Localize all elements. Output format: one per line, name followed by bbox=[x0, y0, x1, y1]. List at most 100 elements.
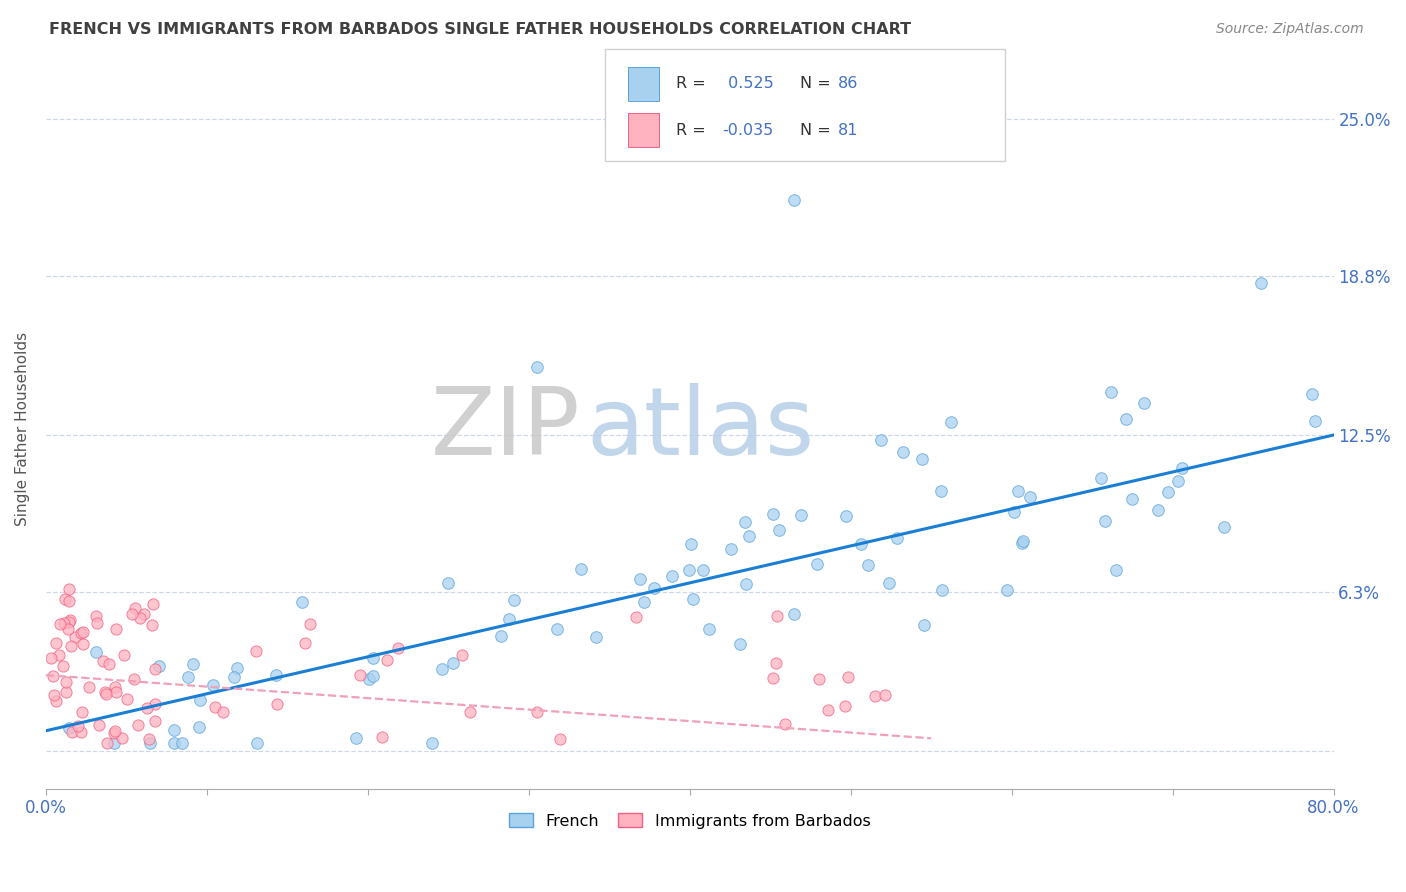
Text: 86: 86 bbox=[838, 77, 858, 91]
Point bbox=[51, 659, 73, 673]
Point bbox=[225, 661, 247, 675]
Point bbox=[349, 668, 371, 682]
Text: FRENCH VS IMMIGRANTS FROM BARBADOS SINGLE FATHER HOUSEHOLDS CORRELATION CHART: FRENCH VS IMMIGRANTS FROM BARBADOS SINGL… bbox=[49, 22, 911, 37]
Point bbox=[58, 582, 80, 596]
Point bbox=[96, 735, 118, 749]
Point bbox=[441, 656, 464, 670]
Point bbox=[1303, 414, 1326, 428]
Point bbox=[66, 719, 89, 733]
Point bbox=[55, 685, 77, 699]
Point bbox=[692, 563, 714, 577]
Point bbox=[765, 657, 787, 671]
Point bbox=[661, 569, 683, 583]
Point bbox=[546, 623, 568, 637]
Point bbox=[730, 636, 752, 650]
Legend: French, Immigrants from Barbados: French, Immigrants from Barbados bbox=[502, 807, 877, 835]
Point bbox=[264, 667, 287, 681]
Point bbox=[643, 581, 665, 595]
Point bbox=[773, 717, 796, 731]
Point bbox=[863, 689, 886, 703]
Point bbox=[245, 644, 267, 658]
Point bbox=[762, 507, 785, 521]
Point bbox=[569, 562, 592, 576]
Point bbox=[375, 653, 398, 667]
Point bbox=[294, 636, 316, 650]
Point bbox=[734, 515, 756, 529]
Text: -0.035: -0.035 bbox=[723, 123, 773, 137]
Point bbox=[387, 640, 409, 655]
Point bbox=[870, 433, 893, 447]
Point bbox=[834, 698, 856, 713]
Point bbox=[163, 736, 186, 750]
Point bbox=[768, 524, 790, 538]
Point bbox=[94, 687, 117, 701]
Point bbox=[679, 537, 702, 551]
Point bbox=[1011, 535, 1033, 549]
Point bbox=[132, 607, 155, 621]
Point bbox=[458, 705, 481, 719]
Point bbox=[129, 610, 152, 624]
Point bbox=[762, 671, 785, 685]
Point bbox=[86, 645, 108, 659]
Text: N =: N = bbox=[800, 123, 837, 137]
Point bbox=[837, 670, 859, 684]
Point bbox=[93, 655, 115, 669]
Point bbox=[112, 648, 135, 663]
Point bbox=[103, 736, 125, 750]
Point bbox=[1090, 471, 1112, 485]
Point bbox=[1099, 385, 1122, 400]
Point bbox=[420, 736, 443, 750]
Point bbox=[1105, 563, 1128, 577]
Text: 0.525: 0.525 bbox=[723, 77, 773, 91]
Point bbox=[678, 563, 700, 577]
Point bbox=[790, 508, 813, 522]
Point bbox=[806, 557, 828, 571]
Point bbox=[183, 657, 205, 671]
Point bbox=[856, 558, 879, 572]
Point bbox=[912, 617, 935, 632]
Point bbox=[735, 577, 758, 591]
Text: Source: ZipAtlas.com: Source: ZipAtlas.com bbox=[1216, 22, 1364, 37]
Point bbox=[246, 736, 269, 750]
Point bbox=[851, 537, 873, 551]
Point bbox=[49, 617, 72, 632]
Point bbox=[344, 731, 367, 746]
Point bbox=[1121, 492, 1143, 507]
Text: ZIP: ZIP bbox=[430, 383, 581, 475]
Y-axis label: Single Father Households: Single Father Households bbox=[15, 332, 30, 525]
Point bbox=[60, 639, 83, 653]
Point bbox=[1094, 514, 1116, 528]
Point bbox=[266, 697, 288, 711]
Point bbox=[138, 732, 160, 747]
Point bbox=[624, 610, 647, 624]
Point bbox=[188, 692, 211, 706]
Point bbox=[176, 670, 198, 684]
Point bbox=[202, 678, 225, 692]
Point bbox=[931, 582, 953, 597]
Point bbox=[53, 592, 76, 607]
Point bbox=[1301, 387, 1323, 401]
Point bbox=[58, 615, 80, 630]
Point bbox=[1213, 519, 1236, 533]
Text: 81: 81 bbox=[838, 123, 859, 137]
Point bbox=[737, 529, 759, 543]
Point bbox=[44, 688, 66, 702]
Point bbox=[141, 618, 163, 632]
Point bbox=[42, 669, 65, 683]
Point bbox=[1007, 484, 1029, 499]
Point bbox=[550, 731, 572, 746]
Point bbox=[86, 615, 108, 630]
Point bbox=[172, 736, 194, 750]
Point bbox=[357, 672, 380, 686]
Point bbox=[70, 625, 93, 640]
Point bbox=[1167, 474, 1189, 488]
Point bbox=[121, 607, 143, 621]
Point bbox=[143, 714, 166, 729]
Point bbox=[1170, 461, 1192, 475]
Point bbox=[929, 483, 952, 498]
Point bbox=[526, 359, 548, 374]
Point bbox=[489, 629, 512, 643]
Point bbox=[363, 651, 385, 665]
Point bbox=[997, 582, 1019, 597]
Point bbox=[808, 672, 831, 686]
